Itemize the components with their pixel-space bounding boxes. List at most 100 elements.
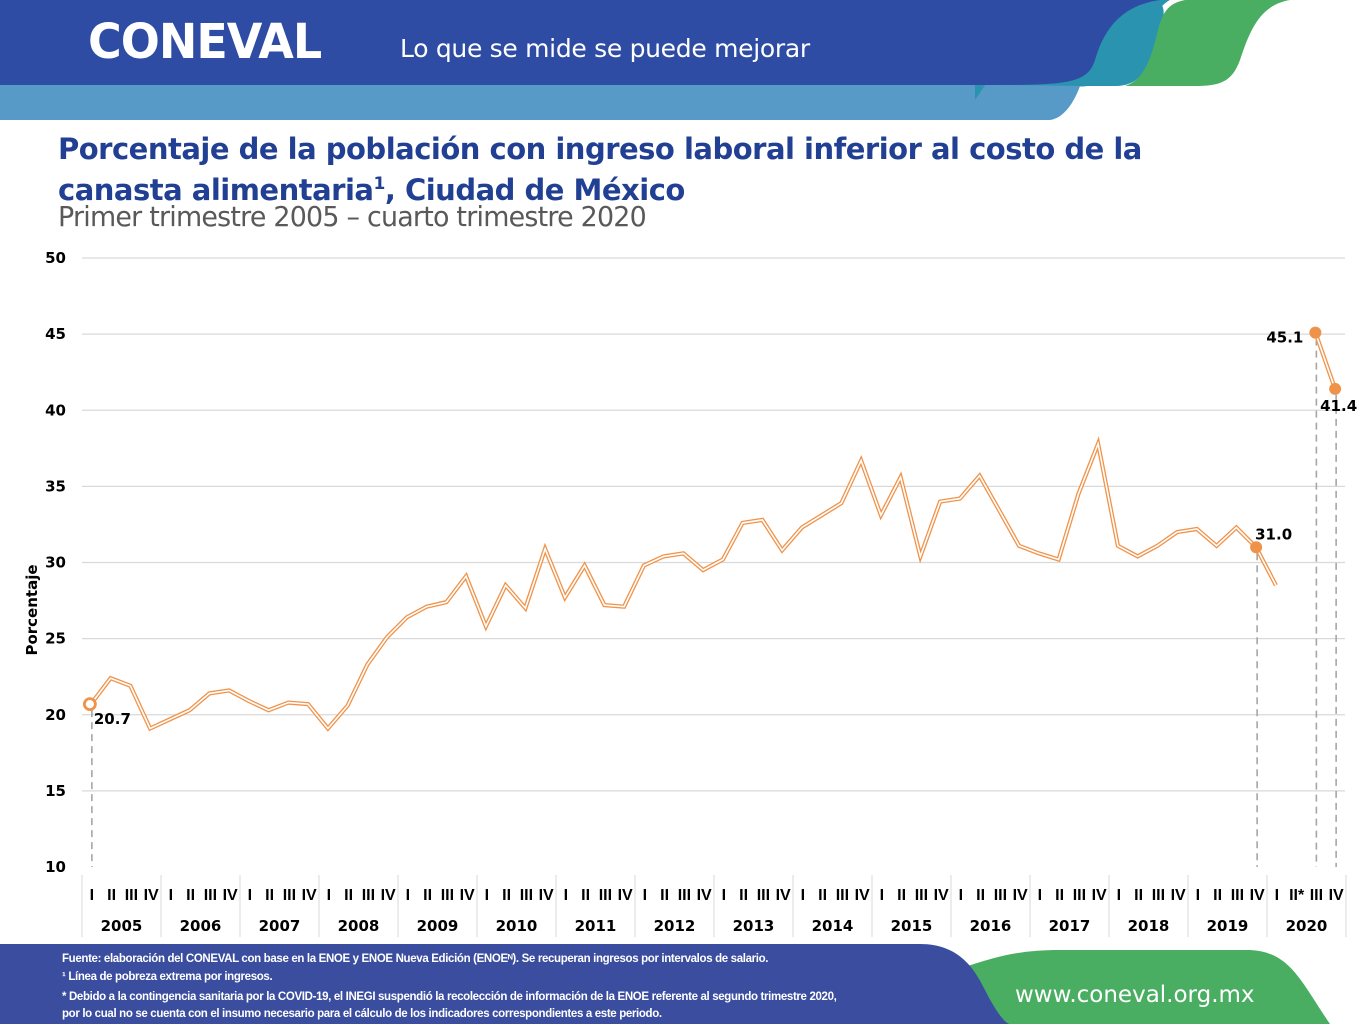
quarter-tick-label: III	[994, 887, 1007, 904]
quarter-tick-label: I	[880, 887, 884, 904]
quarter-tick-label: II	[423, 887, 432, 904]
year-tick-label: 2013	[733, 917, 775, 935]
series-line-core	[90, 440, 1277, 730]
header-banner: CONEVAL Lo que se mide se puede mejorar	[0, 0, 1365, 125]
footnote-marker: 1	[373, 174, 386, 194]
title-line-1: Porcentaje de la población con ingreso l…	[58, 132, 1142, 166]
quarter-tick-label: I	[722, 887, 726, 904]
quarter-tick-label: III	[1152, 887, 1165, 904]
data-marker	[1329, 382, 1342, 395]
quarter-tick-label: II	[818, 887, 827, 904]
year-tick-label: 2014	[812, 917, 854, 935]
y-tick-label: 25	[45, 630, 66, 648]
quarter-tick-label: I	[169, 887, 173, 904]
y-tick-label: 15	[45, 782, 66, 800]
quarter-tick-label: II	[660, 887, 669, 904]
quarter-tick-label: IV	[460, 887, 475, 904]
footer-banner: Fuente: elaboración del CONEVAL con base…	[0, 940, 1365, 1024]
quarter-tick-label: I	[1275, 887, 1279, 904]
year-tick-label: 2020	[1286, 917, 1328, 935]
year-tick-label: 2017	[1049, 917, 1091, 935]
quarter-tick-label: II*	[1289, 887, 1305, 904]
y-tick-label: 50	[45, 249, 66, 267]
year-tick-label: 2006	[180, 917, 222, 935]
quarter-tick-label: IV	[1250, 887, 1265, 904]
data-marker	[1250, 541, 1263, 554]
quarter-tick-label: I	[1196, 887, 1200, 904]
y-tick-label: 40	[45, 401, 66, 419]
footnote-1: ¹ Línea de pobreza extrema por ingresos.	[62, 971, 273, 983]
footnote-asterisk-line-1: * Debido a la contingencia sanitaria por…	[62, 991, 837, 1003]
quarter-tick-label: I	[485, 887, 489, 904]
quarter-tick-label: IV	[1092, 887, 1107, 904]
series-line-core	[1314, 332, 1336, 390]
quarter-tick-label: II	[739, 887, 748, 904]
quarter-tick-label: II	[897, 887, 906, 904]
quarter-tick-label: I	[327, 887, 331, 904]
data-label: 45.1	[1266, 329, 1303, 347]
y-tick-label: 35	[45, 477, 66, 495]
y-tick-label: 45	[45, 325, 66, 343]
quarter-tick-label: III	[125, 887, 138, 904]
website-link[interactable]: www.coneval.org.mx	[1015, 982, 1255, 1008]
quarter-tick-label: I	[643, 887, 647, 904]
quarter-tick-label: II	[976, 887, 985, 904]
quarter-tick-label: III	[283, 887, 296, 904]
banner-green-wave	[1125, 0, 1290, 86]
header-background	[0, 0, 1290, 120]
y-tick-label: 10	[45, 858, 66, 876]
gridlines	[82, 257, 1345, 792]
quarter-tick-label: III	[678, 887, 691, 904]
quarter-tick-label: IV	[618, 887, 633, 904]
year-tick-label: 2019	[1207, 917, 1249, 935]
quarter-tick-label: III	[757, 887, 770, 904]
quarter-tick-label: II	[581, 887, 590, 904]
footnote-asterisk-line-2: por lo cual no se cuenta con el insumo n…	[62, 1008, 662, 1020]
data-label: 20.7	[94, 710, 131, 728]
year-tick-label: 2007	[259, 917, 301, 935]
footer-green-wave	[950, 950, 1330, 1024]
quarter-tick-label: IV	[223, 887, 238, 904]
quarter-tick-label: II	[1134, 887, 1143, 904]
year-tick-label: 2012	[654, 917, 696, 935]
slogan: Lo que se mide se puede mejorar	[400, 34, 810, 63]
year-tick-label: 2015	[891, 917, 933, 935]
quarter-tick-label: IV	[144, 887, 159, 904]
data-label: 31.0	[1255, 525, 1292, 543]
quarter-tick-label: II	[186, 887, 195, 904]
quarter-tick-label: IV	[855, 887, 870, 904]
y-axis-ticks: 10 15 20 25 30 35 40 45 50	[45, 249, 66, 876]
quarter-tick-label: IV	[539, 887, 554, 904]
year-tick-label: 2009	[417, 917, 459, 935]
quarter-tick-label: I	[248, 887, 252, 904]
year-tick-label: 2005	[101, 917, 143, 935]
quarter-tick-label: IV	[697, 887, 712, 904]
source-note: Fuente: elaboración del CONEVAL con base…	[62, 953, 769, 965]
year-tick-label: 2018	[1128, 917, 1170, 935]
chart-subtitle: Primer trimestre 2005 – cuarto trimestre…	[58, 200, 647, 233]
quarter-tick-label: IV	[1329, 887, 1344, 904]
quarter-tick-label: I	[1038, 887, 1042, 904]
quarter-tick-label: I	[1117, 887, 1121, 904]
data-marker	[1309, 326, 1322, 339]
quarter-tick-label: I	[801, 887, 805, 904]
dashed-guides	[91, 338, 1337, 867]
year-tick-label: 2016	[970, 917, 1012, 935]
quarter-tick-label: IV	[934, 887, 949, 904]
quarter-tick-label: II	[1055, 887, 1064, 904]
y-axis-label: Porcentaje	[23, 564, 41, 655]
data-label: 41.4	[1320, 397, 1357, 415]
quarter-tick-label: III	[915, 887, 928, 904]
quarter-tick-label: III	[599, 887, 612, 904]
quarter-tick-label: II	[1213, 887, 1222, 904]
chart-title: Porcentaje de la población con ingreso l…	[58, 132, 1258, 208]
footer-blue-panel	[0, 944, 1010, 1024]
footnotes: Fuente: elaboración del CONEVAL con base…	[62, 950, 962, 1023]
quarter-tick-label: III	[1310, 887, 1323, 904]
data-marker-hollow	[82, 697, 97, 711]
quarter-tick-label: I	[959, 887, 963, 904]
quarter-tick-label: III	[204, 887, 217, 904]
quarter-tick-label: II	[502, 887, 511, 904]
quarter-tick-label: III	[362, 887, 375, 904]
